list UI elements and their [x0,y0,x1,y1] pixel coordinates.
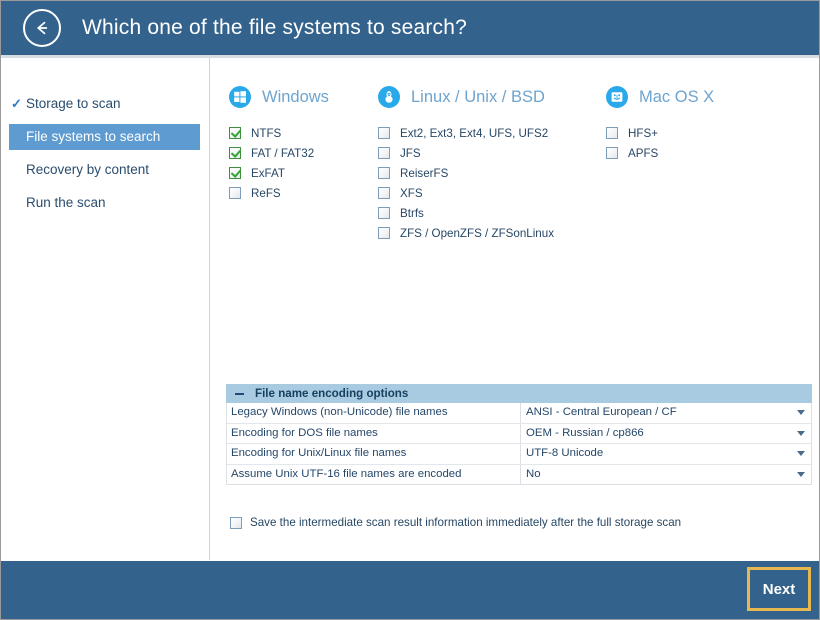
checkbox-label: ZFS / OpenZFS / ZFSonLinux [400,226,554,240]
minus-icon[interactable] [235,392,244,395]
checkbox-reiserfs[interactable] [378,167,390,179]
checkbox-label: Btrfs [400,206,424,220]
sidebar-item-run-the-scan[interactable]: Run the scan [9,190,200,216]
table-row: Encoding for Unix/Linux file names UTF-8… [227,444,811,465]
page-title: Which one of the file systems to search? [82,16,468,39]
windows-logo-icon [229,86,251,108]
chevron-down-icon[interactable] [797,430,805,436]
window-header: Which one of the file systems to search? [1,1,819,55]
header-divider [1,55,819,58]
sidebar-item-label: File systems to search [26,129,161,144]
checkbox-btrfs[interactable] [378,207,390,219]
checkbox-row-fat[interactable]: FAT / FAT32 [229,143,329,163]
checkbox-label: ExFAT [251,166,285,180]
back-button[interactable] [23,9,61,47]
sidebar-item-label: Run the scan [26,195,106,210]
sidebar-item-label: Storage to scan [26,96,121,111]
checkbox-label: HFS+ [628,126,658,140]
checkbox-label: JFS [400,146,421,160]
checkbox-hfsplus[interactable] [606,127,618,139]
sidebar-item-storage-to-scan[interactable]: ✓ Storage to scan [9,91,200,117]
checkbox-label: NTFS [251,126,282,140]
content-pane: Windows NTFS FAT / FAT32 ExFAT ReFS [211,58,819,560]
checkbox-xfs[interactable] [378,187,390,199]
checkbox-apfs[interactable] [606,147,618,159]
os-group-header-linux: Linux / Unix / BSD [378,84,554,110]
checkbox-refs[interactable] [229,187,241,199]
table-row: Assume Unix UTF-16 file names are encode… [227,464,811,485]
table-row: Legacy Windows (non-Unicode) file names … [227,403,811,424]
checkbox-row-refs[interactable]: ReFS [229,183,329,203]
chevron-down-icon[interactable] [797,451,805,456]
checkbox-label: Ext2, Ext3, Ext4, UFS, UFS2 [400,126,549,140]
encoding-dropdown-value: No [526,467,541,480]
next-button[interactable]: Next [747,567,811,611]
sidebar-item-label: Recovery by content [26,162,150,177]
checkbox-row-jfs[interactable]: JFS [378,143,554,163]
checkbox-label: ReFS [251,186,281,200]
checkbox-label: ReiserFS [400,166,449,180]
linux-penguin-icon [378,86,400,108]
checkbox-row-hfsplus[interactable]: HFS+ [606,123,714,143]
checkbox-label: APFS [628,146,659,160]
checkbox-row-reiserfs[interactable]: ReiserFS [378,163,554,183]
os-group-header-windows: Windows [229,84,329,110]
chevron-down-icon[interactable] [797,410,805,415]
encoding-dropdown-utf16[interactable]: No [521,465,811,485]
checkbox-row-apfs[interactable]: APFS [606,143,714,163]
checkbox-label: FAT / FAT32 [251,146,315,160]
os-group-name: Windows [262,87,329,106]
os-group-name: Linux / Unix / BSD [411,87,545,106]
window-footer: Next [1,561,819,619]
encoding-panel-title: File name encoding options [255,387,409,400]
table-row: Encoding for DOS file names OEM - Russia… [227,423,811,444]
checkbox-row-exfat[interactable]: ExFAT [229,163,329,183]
sidebar-item-recovery-by-content[interactable]: Recovery by content [9,157,200,183]
encoding-row-label: Encoding for Unix/Linux file names [227,444,521,464]
file-name-encoding-options-panel: File name encoding options Legacy Window… [226,384,812,485]
os-group-name: Mac OS X [639,87,715,106]
back-arrow-icon [33,19,51,37]
encoding-dropdown-dos[interactable]: OEM - Russian / cp866 [521,424,811,444]
encoding-dropdown-unix-linux[interactable]: UTF-8 Unicode [521,444,811,464]
encoding-dropdown-value: OEM - Russian / cp866 [526,426,644,439]
file-system-groups: Windows NTFS FAT / FAT32 ExFAT ReFS [211,58,819,358]
encoding-options-table: Legacy Windows (non-Unicode) file names … [226,403,812,485]
chevron-down-icon[interactable] [797,471,805,477]
encoding-dropdown-value: ANSI - Central European / CF [526,406,677,418]
checkbox-row-xfs[interactable]: XFS [378,183,554,203]
sidebar-item-file-systems-to-search[interactable]: File systems to search [9,124,200,150]
checkbox-exfat[interactable] [229,167,241,179]
checkbox-row-ext[interactable]: Ext2, Ext3, Ext4, UFS, UFS2 [378,123,554,143]
mac-face-icon [606,86,628,108]
encoding-dropdown-legacy-windows[interactable]: ANSI - Central European / CF [521,403,811,423]
os-group-mac: Mac OS X HFS+ APFS [606,84,714,163]
checkbox-row-save-intermediate[interactable]: Save the intermediate scan result inform… [230,516,681,529]
checkbox-label: Save the intermediate scan result inform… [250,516,682,529]
checkbox-jfs[interactable] [378,147,390,159]
encoding-row-label: Legacy Windows (non-Unicode) file names [227,403,521,423]
completed-check-icon: ✓ [11,96,22,111]
checkbox-zfs[interactable] [378,227,390,239]
os-group-windows: Windows NTFS FAT / FAT32 ExFAT ReFS [229,84,329,203]
steps-sidebar: ✓ Storage to scan File systems to search… [1,58,210,560]
encoding-dropdown-value: UTF-8 Unicode [526,447,604,459]
checkbox-fat[interactable] [229,147,241,159]
os-group-header-mac: Mac OS X [606,84,714,110]
checkbox-row-zfs[interactable]: ZFS / OpenZFS / ZFSonLinux [378,223,554,243]
encoding-panel-header[interactable]: File name encoding options [226,384,812,403]
checkbox-ext[interactable] [378,127,390,139]
checkbox-ntfs[interactable] [229,127,241,139]
encoding-row-label: Encoding for DOS file names [227,423,521,443]
checkbox-label: XFS [400,186,423,200]
encoding-row-label: Assume Unix UTF-16 file names are encode… [227,464,521,484]
checkbox-row-ntfs[interactable]: NTFS [229,123,329,143]
checkbox-save-intermediate[interactable] [230,516,242,529]
checkbox-row-btrfs[interactable]: Btrfs [378,203,554,223]
os-group-linux: Linux / Unix / BSD Ext2, Ext3, Ext4, UFS… [378,84,554,243]
